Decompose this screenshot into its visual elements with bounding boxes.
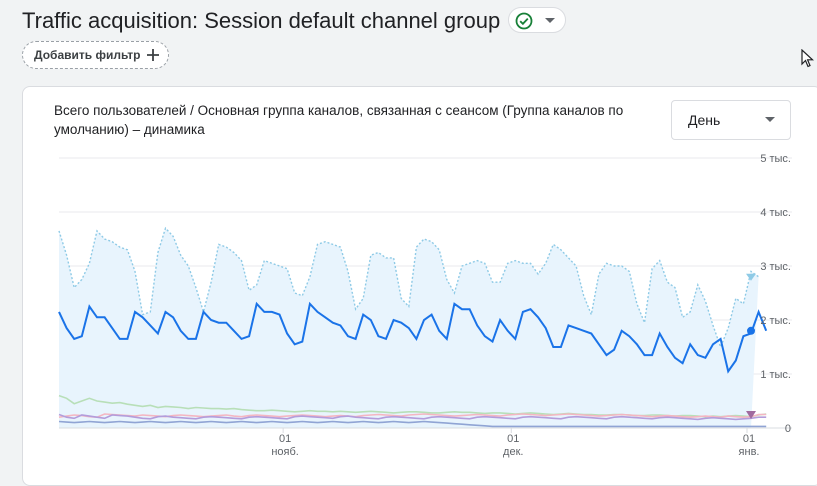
y-tick-label: 5 тыс. (760, 153, 791, 165)
chart-title: Всего пользователей / Основная группа ка… (54, 103, 624, 137)
check-circle-icon (515, 12, 533, 30)
mouse-pointer-icon (801, 49, 815, 68)
line-chart: 5 тыс.4 тыс.3 тыс.2 тыс.1 тыс.001нояб.01… (58, 153, 792, 458)
y-tick-label: 4 тыс. (760, 207, 791, 219)
page-title: Traffic acquisition: Session default cha… (22, 8, 501, 33)
report-status-dropdown[interactable] (508, 7, 566, 33)
comparison-end-marker (746, 273, 756, 281)
y-tick-label: 3 тыс. (760, 261, 791, 273)
secondary-end-marker (746, 411, 756, 419)
secondary-series-line (58, 420, 767, 428)
primary-series-line (58, 301, 768, 374)
x-tick-month: нояб. (271, 446, 299, 458)
add-filter-button[interactable]: Добавить фильтр (22, 41, 170, 69)
secondary-series-line (58, 413, 767, 419)
y-tick-label: 0 (785, 423, 791, 435)
chevron-down-icon (765, 117, 775, 122)
x-tick-month: дек. (503, 446, 523, 458)
x-tick-day: 01 (279, 433, 291, 445)
y-tick-label: 2 тыс. (760, 315, 791, 327)
plus-icon (147, 49, 160, 61)
period-select[interactable]: День (671, 100, 791, 140)
chevron-down-icon (545, 18, 555, 23)
x-tick-day: 01 (743, 433, 755, 445)
add-filter-label: Добавить фильтр (34, 48, 141, 62)
secondary-series-line (58, 394, 767, 418)
x-tick-month: янв. (739, 446, 760, 458)
primary-end-point (747, 326, 755, 335)
y-tick-label: 1 тыс. (760, 369, 791, 381)
secondary-series-line (58, 413, 767, 421)
period-select-value: День (688, 112, 721, 128)
x-tick-day: 01 (507, 433, 519, 445)
comparison-line (58, 226, 760, 349)
